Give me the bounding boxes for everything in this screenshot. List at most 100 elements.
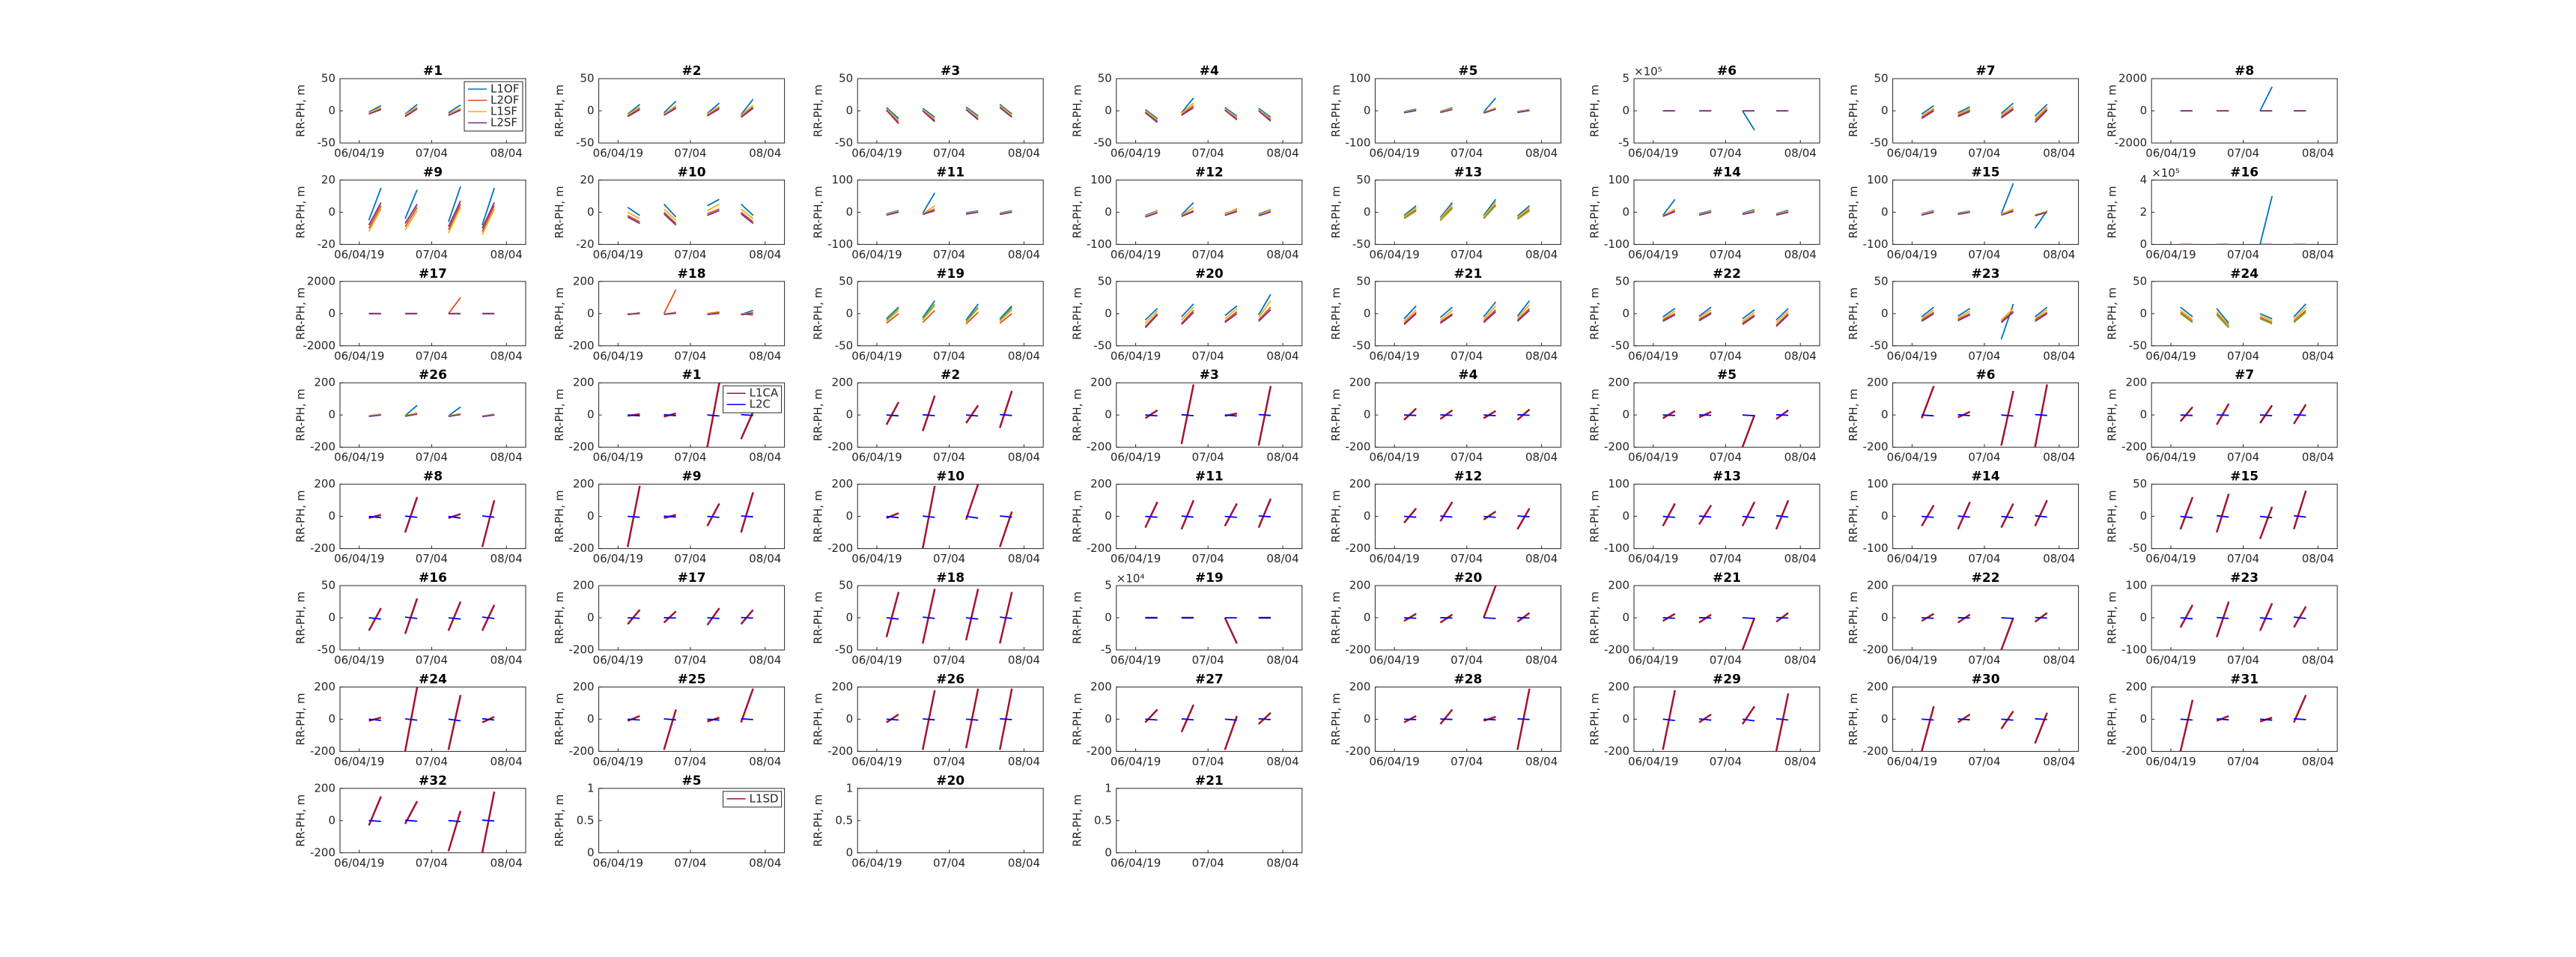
subplot-title: #21 <box>1713 571 1741 586</box>
y-axis-label: RR-PH, m <box>1070 490 1084 543</box>
y-axis-label: RR-PH, m <box>1329 85 1343 137</box>
axes-box <box>2151 78 2338 144</box>
subplot: -50 0 50 06/04/19 07/04 08/04 #3 RR-PH, m <box>812 64 1044 160</box>
y-axis-label: RR-PH, m <box>294 288 308 340</box>
y-tick-label: 200 <box>573 376 595 389</box>
y-tick-label: 200 <box>832 376 854 389</box>
series-line <box>1403 205 1531 222</box>
x-tick-label: 07/04 <box>933 248 965 261</box>
subplot-title: #3 <box>1200 368 1219 383</box>
x-tick-label: 07/04 <box>416 856 448 869</box>
series-group <box>1921 103 2048 124</box>
series-line <box>1922 616 2047 619</box>
y-tick-label: 0 <box>1622 611 1629 625</box>
y-tick-label: 4 <box>2140 173 2148 186</box>
subplot: -50 0 50 06/04/19 07/04 08/04 #24 RR-PH, m <box>2106 267 2338 362</box>
y-tick-label: 0 <box>587 712 595 726</box>
y-tick-label: -50 <box>1352 237 1371 251</box>
y-tick-label: 0 <box>1105 611 1112 625</box>
x-tick-label: 06/04/19 <box>2145 654 2196 667</box>
axes-box <box>339 281 526 347</box>
subplot-title: #25 <box>678 672 706 687</box>
y-tick-label: -100 <box>1604 541 1629 555</box>
subplot-title: #11 <box>936 165 965 180</box>
axes-box <box>598 585 786 651</box>
y-axis-label: RR-PH, m <box>1070 288 1084 340</box>
subplot-title: #18 <box>936 571 965 586</box>
axes-box <box>1892 382 2080 448</box>
x-tick-label: 08/04 <box>490 248 523 261</box>
x-tick-label: 06/04/19 <box>1628 147 1678 160</box>
subplot: -200 0 200 06/04/19 07/04 08/04 #3 RR-PH, m <box>1070 368 1303 464</box>
series-line <box>1403 616 1530 619</box>
axes-box <box>2151 484 2338 550</box>
series-line <box>886 205 1012 215</box>
x-tick-label: 07/04 <box>674 755 706 768</box>
y-axis-label: RR-PH, m <box>2106 288 2119 340</box>
y-axis-label: RR-PH, m <box>1847 288 1860 340</box>
y-tick-label: -50 <box>2129 338 2148 352</box>
series-group <box>627 688 754 750</box>
x-tick-label: 08/04 <box>749 248 781 261</box>
series-group <box>2179 490 2307 540</box>
legend-label: L2OF <box>490 94 519 107</box>
subplot-title: #23 <box>1972 267 2000 282</box>
axes-box <box>1116 686 1303 752</box>
x-tick-label: 08/04 <box>749 755 781 768</box>
subplot: -50 0 50 06/04/19 07/04 08/04 #15 RR-PH, m <box>2106 470 2338 565</box>
y-tick-label: 0 <box>328 712 335 726</box>
y-tick-label: 0 <box>1622 408 1629 422</box>
series-line <box>886 717 1012 721</box>
subplot: -200 0 200 06/04/19 07/04 08/04 #28 RR-PH, m <box>1329 672 1561 768</box>
x-tick-label: 07/04 <box>933 856 965 869</box>
y-tick-label: 0 <box>587 509 595 523</box>
y-tick-label: 0 <box>328 813 335 827</box>
series-line <box>368 204 495 232</box>
x-tick-label: 08/04 <box>2302 349 2334 362</box>
x-tick-label: 08/04 <box>2043 755 2075 768</box>
x-tick-label: 06/04/19 <box>593 147 643 160</box>
series-line <box>1144 105 1272 122</box>
x-tick-label: 06/04/19 <box>1111 755 1161 768</box>
axes-box <box>857 484 1044 550</box>
x-tick-label: 07/04 <box>2227 147 2259 160</box>
series-line <box>2180 303 2306 324</box>
series-group <box>1403 97 1530 114</box>
x-tick-label: 08/04 <box>1525 147 1558 160</box>
subplot: -200 0 200 06/04/19 07/04 08/04 #8 RR-PH, m <box>294 470 526 565</box>
series-group <box>2179 403 2307 425</box>
x-tick-label: 06/04/19 <box>1887 451 1937 464</box>
y-tick-label: 0 <box>1364 408 1371 422</box>
subplot: -100 0 100 06/04/19 07/04 08/04 #14 RR-PH, m <box>1847 470 2080 565</box>
subplot: -200 0 200 06/04/19 07/04 08/04 #29 RR-PH, m <box>1588 672 1820 768</box>
subplot: -200 0 200 06/04/19 07/04 08/04 #2 RR-PH, m <box>812 368 1044 464</box>
axes-box <box>1892 281 2080 347</box>
axes-box <box>2151 686 2338 752</box>
x-tick-label: 08/04 <box>1525 755 1558 768</box>
axes-box <box>339 382 526 448</box>
x-tick-label: 07/04 <box>674 856 706 869</box>
series-line <box>368 106 495 115</box>
x-tick-label: 06/04/19 <box>1887 552 1937 565</box>
subplot: 0 0.5 1 06/04/19 07/04 08/04 #20 RR-PH, m <box>812 774 1044 869</box>
subplot: -200 0 200 06/04/19 07/04 08/04 #31 RR-PH, m <box>2106 672 2338 768</box>
axes-box <box>857 686 1044 752</box>
series-line <box>1144 103 1272 121</box>
y-axis-label: RR-PH, m <box>812 592 825 644</box>
series-group <box>368 496 496 547</box>
series-line <box>1403 198 1531 218</box>
subplot-title: #9 <box>682 470 702 484</box>
x-tick-label: 06/04/19 <box>851 552 902 565</box>
axes-box <box>1116 179 1303 245</box>
series-line <box>628 515 753 518</box>
x-tick-label: 08/04 <box>1784 451 1817 464</box>
subplot-title: #10 <box>678 165 706 180</box>
x-tick-label: 07/04 <box>1710 248 1742 261</box>
subplot-title: #28 <box>1453 672 1482 687</box>
y-axis-label: RR-PH, m <box>294 490 308 543</box>
x-tick-label: 08/04 <box>1008 654 1040 667</box>
y-tick-label: -200 <box>827 541 853 555</box>
